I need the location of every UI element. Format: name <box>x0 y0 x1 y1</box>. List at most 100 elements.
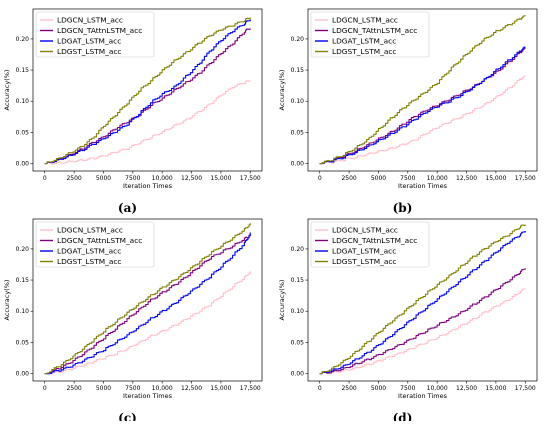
series-line-ldgst-lstm-acc <box>44 17 251 165</box>
y-tick-label: 0.15 <box>16 277 30 284</box>
chart-panel-2: 0 2500 5000 7500 10,000 12,500 15,000 17,500 0.0… <box>278 8 538 215</box>
x-tick-label: 7500 <box>400 175 415 182</box>
series-line-ldgst-lstm-acc <box>44 223 251 375</box>
legend-entry: LDGCN_TAttnLSTM_acc <box>57 26 142 35</box>
x-tick-label: 15,000 <box>210 175 231 182</box>
legend-entry: LDGAT_LSTM_acc <box>332 247 396 256</box>
y-tick-label: 0.10 <box>291 98 305 105</box>
y-axis-label: Accuracy(%) <box>278 70 286 111</box>
y-tick-label: 0.05 <box>16 129 30 136</box>
x-tick-label: 15,000 <box>485 385 506 392</box>
legend-entry: LDGST_LSTM_acc <box>57 257 122 266</box>
series-line-ldgat-lstm-acc <box>44 19 251 165</box>
y-axis-label: Accuracy(%) <box>278 280 286 321</box>
series-line-ldgst-lstm-acc <box>319 224 526 375</box>
y-tick-label: 0.15 <box>291 277 305 284</box>
x-tick-label: 17,500 <box>515 175 536 182</box>
x-tick-label: 15,000 <box>485 175 506 182</box>
y-axis-label: Accuracy(%) <box>3 280 11 321</box>
x-tick-label: 2500 <box>341 385 356 392</box>
legend-box <box>310 221 430 268</box>
chart-panel-3: 0 2500 5000 7500 10,000 12,500 15,000 17,500 0.0… <box>3 218 263 425</box>
y-tick-label: 0.00 <box>291 161 305 168</box>
panel-label: (a) <box>118 201 137 215</box>
x-tick-label: 10,000 <box>152 385 173 392</box>
x-tick-label: 0 <box>43 385 47 392</box>
x-tick-label: 2500 <box>66 385 81 392</box>
x-tick-label: 10,000 <box>427 175 448 182</box>
series-line-ldgst-lstm-acc <box>319 15 526 165</box>
legend-entry: LDGCN_TAttnLSTM_acc <box>57 236 142 245</box>
panel-label: (b) <box>393 201 413 215</box>
legend-box <box>35 221 155 268</box>
y-tick-label: 0.05 <box>291 339 305 346</box>
x-axis-label: Iteration Times <box>398 182 448 190</box>
legend-entry: LDGAT_LSTM_acc <box>57 37 121 46</box>
legend-entry: LDGCN_TAttnLSTM_acc <box>332 26 417 35</box>
x-tick-label: 0 <box>318 385 322 392</box>
x-tick-label: 2500 <box>341 175 356 182</box>
x-tick-label: 12,500 <box>456 175 477 182</box>
panel-label: (c) <box>118 411 137 421</box>
y-tick-label: 0.00 <box>16 371 30 378</box>
y-tick-label: 0.15 <box>16 67 30 74</box>
y-tick-label: 0.00 <box>16 161 30 168</box>
series-line-ldgcn-lstm-acc <box>44 80 251 165</box>
legend-entry: LDGCN_TAttnLSTM_acc <box>332 236 417 245</box>
legend-entry: LDGCN_LSTM_acc <box>57 226 123 235</box>
legend-entry: LDGCN_LSTM_acc <box>57 16 123 25</box>
x-tick-label: 5000 <box>96 385 111 392</box>
legend-box <box>310 11 430 58</box>
series-line-ldgcn-tattnlstm-acc <box>319 268 526 375</box>
y-tick-label: 0.05 <box>16 339 30 346</box>
x-tick-label: 5000 <box>371 385 386 392</box>
x-axis-label: Iteration Times <box>123 392 173 400</box>
x-tick-label: 15,000 <box>210 385 231 392</box>
legend-entry: LDGCN_LSTM_acc <box>332 16 398 25</box>
series-line-ldgat-lstm-acc <box>319 46 526 165</box>
x-tick-label: 10,000 <box>427 385 448 392</box>
y-axis-label: Accuracy(%) <box>3 70 11 111</box>
x-tick-label: 17,500 <box>240 385 261 392</box>
x-tick-label: 7500 <box>400 385 415 392</box>
x-axis-label: Iteration Times <box>123 182 173 190</box>
legend-entry: LDGAT_LSTM_acc <box>332 37 396 46</box>
x-tick-label: 7500 <box>125 385 140 392</box>
y-tick-label: 0.00 <box>291 371 305 378</box>
chart-panel-1: 0 2500 5000 7500 10,000 12,500 15,000 17,500 0.0… <box>3 8 263 215</box>
x-tick-label: 0 <box>43 175 47 182</box>
x-tick-label: 12,500 <box>456 385 477 392</box>
legend-entry: LDGAT_LSTM_acc <box>57 247 121 256</box>
x-tick-label: 5000 <box>371 175 386 182</box>
y-tick-label: 0.10 <box>16 98 30 105</box>
y-tick-label: 0.10 <box>291 308 305 315</box>
series-line-ldgcn-tattnlstm-acc <box>44 234 251 375</box>
y-tick-label: 0.15 <box>291 67 305 74</box>
x-tick-label: 0 <box>318 175 322 182</box>
series-line-ldgcn-lstm-acc <box>319 75 526 165</box>
x-tick-label: 7500 <box>125 175 140 182</box>
x-tick-label: 17,500 <box>240 175 261 182</box>
x-tick-label: 12,500 <box>181 175 202 182</box>
series-line-ldgcn-lstm-acc <box>319 288 526 375</box>
legend-entry: LDGCN_LSTM_acc <box>332 226 398 235</box>
series-line-ldgat-lstm-acc <box>319 230 526 375</box>
series-line-ldgat-lstm-acc <box>44 232 251 375</box>
series-line-ldgcn-lstm-acc <box>44 271 251 375</box>
chart-panel-4: 0 2500 5000 7500 10,000 12,500 15,000 17,500 0.0… <box>278 218 538 425</box>
panel-label: (d) <box>393 411 413 421</box>
legend-entry: LDGST_LSTM_acc <box>57 47 122 56</box>
legend-box <box>35 11 155 58</box>
y-tick-label: 0.20 <box>291 246 305 253</box>
y-tick-label: 0.10 <box>16 308 30 315</box>
y-tick-label: 0.20 <box>16 246 30 253</box>
x-tick-label: 10,000 <box>152 175 173 182</box>
x-tick-label: 12,500 <box>181 385 202 392</box>
x-tick-label: 5000 <box>96 175 111 182</box>
x-tick-label: 2500 <box>66 175 81 182</box>
